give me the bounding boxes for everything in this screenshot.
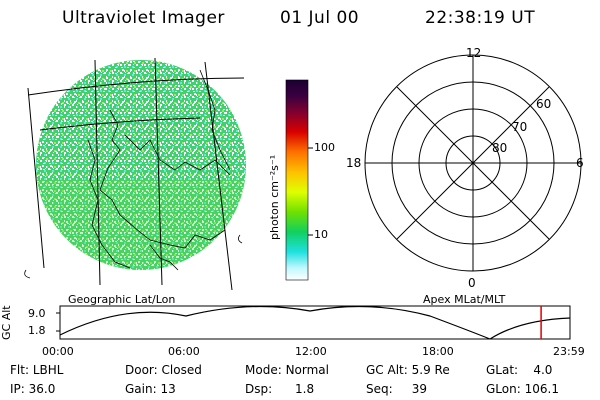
alt-xtick-0600: 06:00 [168,345,200,358]
time-label: 22:38:19 UT [425,8,536,28]
uv-image [36,60,246,270]
geographic-label: Geographic Lat/Lon [68,293,176,306]
mlt-label-12: 12 [466,46,482,60]
alt-xtick-1800: 18:00 [422,345,454,358]
status-glon: GLon: 106.1 [486,382,559,396]
alt-xtick-1200: 12:00 [295,345,327,358]
status-gc-alt: GC Alt: 5.9 Re [366,363,450,377]
colorbar-tick-10: 10 [314,228,328,241]
polar-plot [364,54,582,272]
apex-label: Apex MLat/MLT [423,293,506,306]
app-title: Ultraviolet Imager [62,8,225,28]
lat-label-60: 60 [536,97,552,111]
lat-label-80: 80 [492,141,508,155]
mlt-label-6: 6 [576,156,584,170]
colorbar-unit-label: photon cm⁻²s⁻¹ [268,154,281,240]
alt-ytick-9: 9.0 [28,307,46,320]
date-label: 01 Jul 00 [280,8,360,28]
status-gain: Gain: 13 [125,382,176,396]
status-glat: GLat: 4.0 [486,363,553,377]
status-flt: Flt: LBHL [10,363,64,377]
colorbar [285,79,313,281]
mlt-label-18: 18 [346,156,362,170]
geographic-grid [27,57,245,291]
lat-label-70: 70 [512,120,528,134]
alt-ylabel: GC Alt [0,305,13,340]
coastlines [24,69,243,279]
status-mode: Mode: Normal [245,363,329,377]
status-dsp: Dsp: 1.8 [245,382,315,396]
alt-ytick-1-8: 1.8 [28,324,46,337]
mlt-label-0: 0 [468,276,476,290]
status-seq: Seq: 39 [366,382,428,396]
alt-xtick-0000: 00:00 [42,345,74,358]
alt-xtick-2359: 23:59 [553,345,585,358]
status-ip: IP: 36.0 [10,382,56,396]
status-door: Door: Closed [125,363,202,377]
colorbar-tick-100: 100 [314,141,335,154]
altitude-plot [56,305,571,340]
